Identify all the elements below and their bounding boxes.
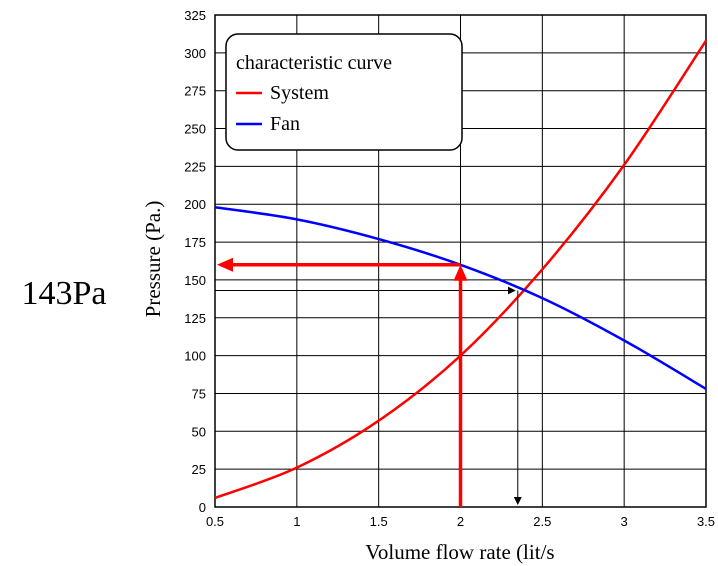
y-tick-label: 25 [192, 462, 206, 477]
x-tick-label: 2 [457, 514, 464, 529]
y-tick-label: 0 [199, 500, 206, 515]
x-tick-label: 0.5 [206, 514, 224, 529]
y-tick-label: 250 [184, 122, 206, 137]
x-tick-label: 3 [621, 514, 628, 529]
x-tick-label: 2.5 [533, 514, 551, 529]
legend-title: characteristic curve [236, 52, 392, 74]
legend: characteristic curve System Fan [225, 33, 463, 151]
x-tick-label: 1 [293, 514, 300, 529]
y-tick-label: 50 [192, 424, 206, 439]
annotation-layer [215, 257, 522, 507]
legend-system-label: System [270, 82, 329, 104]
design-pressure-arrowhead [217, 257, 233, 272]
x-tick-label: 1.5 [370, 514, 388, 529]
y-tick-label: 150 [184, 273, 206, 288]
y-tick-label: 100 [184, 349, 206, 364]
operating-pressure-label: 143Pa [22, 275, 107, 312]
y-tick-label: 200 [184, 197, 206, 212]
axes: 0.5 1 1.5 2 2.5 3 3.5 0 25 50 75 100 125 150 175 200 225… [184, 8, 715, 529]
design-flow-arrowhead [453, 264, 468, 281]
y-tick-label: 75 [192, 386, 206, 401]
legend-box [225, 33, 463, 151]
series-line-system [214, 40, 708, 500]
x-tick-label: 3.5 [697, 514, 715, 529]
y-tick-label: 125 [184, 311, 206, 326]
y-tick-label: 225 [184, 159, 206, 174]
y-tick-label: 275 [184, 84, 206, 99]
y-tick-label: 300 [184, 46, 206, 61]
y-tick-label: 175 [184, 235, 206, 250]
x-axis-title: Volume flow rate (lit/s [365, 540, 554, 564]
y-axis-title: Pressure (Pa.) [141, 201, 165, 318]
legend-fan-label: Fan [270, 113, 300, 135]
y-tick-label: 325 [184, 8, 206, 23]
